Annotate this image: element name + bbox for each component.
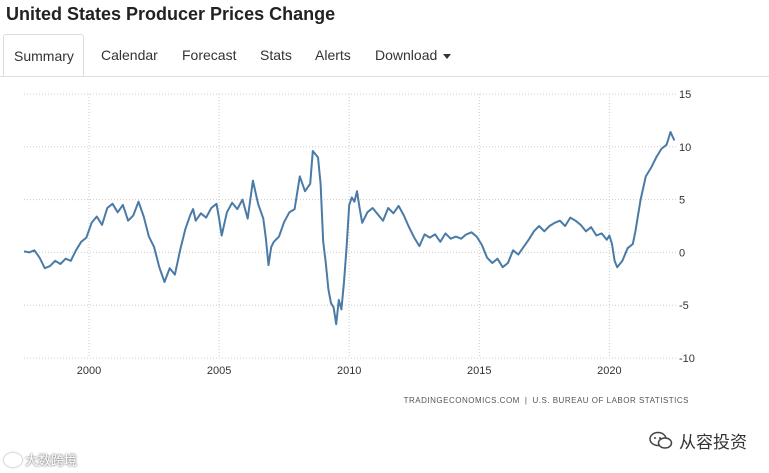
tab-summary[interactable]: Summary [3,34,84,76]
chevron-down-icon [443,53,452,59]
y-tick-label: 5 [679,195,685,207]
series-line [23,131,676,326]
y-tick-label: 0 [679,247,685,259]
source-agency: U.S. BUREAU OF LABOR STATISTICS [532,396,689,405]
chat-bubble-icon [649,431,673,449]
watermark-right: 从容投资 [649,428,747,453]
tab-alerts[interactable]: Alerts [315,47,351,63]
tab-download[interactable]: Download [375,34,452,76]
source-separator: | [524,396,528,405]
tab-bar: Summary Calendar Forecast Stats Alerts D… [0,34,769,77]
y-tick-label: 15 [679,89,691,101]
tab-forecast[interactable]: Forecast [182,47,237,63]
source-site[interactable]: TRADINGECONOMICS.COM [403,396,520,405]
tab-stats[interactable]: Stats [260,47,292,63]
watermark-right-text: 从容投资 [679,433,747,452]
watermark-logo-icon [4,452,22,467]
y-tick-label: -5 [679,300,689,312]
line-chart: 15 10 5 0 -5 -10 2000 2005 2010 2015 2020 [23,89,695,377]
watermark-left-text: 大数跨境 [25,453,78,468]
chart-source: TRADINGECONOMICS.COM | U.S. BUREAU OF LABO… [404,396,689,405]
tab-calendar[interactable]: Calendar [101,47,158,63]
x-tick-label: 2010 [337,365,361,377]
x-tick-label: 2020 [597,365,621,377]
watermark-left: 大数跨境 [4,450,77,469]
tab-download-label: Download [375,47,438,63]
page-title: United States Producer Prices Change [6,4,336,24]
y-tick-label: -10 [679,353,695,365]
y-tick-label: 10 [679,142,691,154]
x-tick-label: 2005 [207,365,231,377]
x-tick-label: 2000 [77,365,101,377]
x-tick-label: 2015 [467,365,491,377]
